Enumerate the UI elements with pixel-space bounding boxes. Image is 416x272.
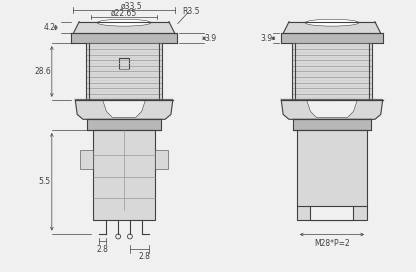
Circle shape <box>127 234 132 239</box>
Text: R3.5: R3.5 <box>183 7 200 16</box>
Text: 2.8: 2.8 <box>97 245 109 254</box>
Text: ø22.65: ø22.65 <box>111 8 137 17</box>
Bar <box>293 119 371 130</box>
Text: M28*P=2: M28*P=2 <box>314 239 350 248</box>
Ellipse shape <box>305 19 359 26</box>
Text: 28.6: 28.6 <box>35 67 52 76</box>
Polygon shape <box>155 150 168 169</box>
Polygon shape <box>281 100 383 119</box>
Bar <box>292 43 372 100</box>
Polygon shape <box>75 100 173 119</box>
Bar <box>72 33 177 43</box>
Text: 3.9: 3.9 <box>260 34 272 43</box>
Circle shape <box>116 234 121 239</box>
Text: 5.5: 5.5 <box>38 177 50 186</box>
Bar <box>93 130 155 220</box>
Bar <box>87 119 161 130</box>
Polygon shape <box>103 100 146 117</box>
Polygon shape <box>80 150 93 169</box>
Bar <box>281 33 383 43</box>
Polygon shape <box>283 22 381 33</box>
Bar <box>119 58 129 69</box>
Ellipse shape <box>97 19 151 26</box>
Polygon shape <box>73 22 175 33</box>
Polygon shape <box>307 100 357 117</box>
Text: 2.8: 2.8 <box>139 252 151 261</box>
Bar <box>297 130 367 220</box>
Text: ø33.5: ø33.5 <box>121 2 143 11</box>
Text: 4.2: 4.2 <box>44 23 56 32</box>
Bar <box>86 43 162 100</box>
Bar <box>310 206 354 220</box>
Text: 3.9: 3.9 <box>205 34 217 43</box>
